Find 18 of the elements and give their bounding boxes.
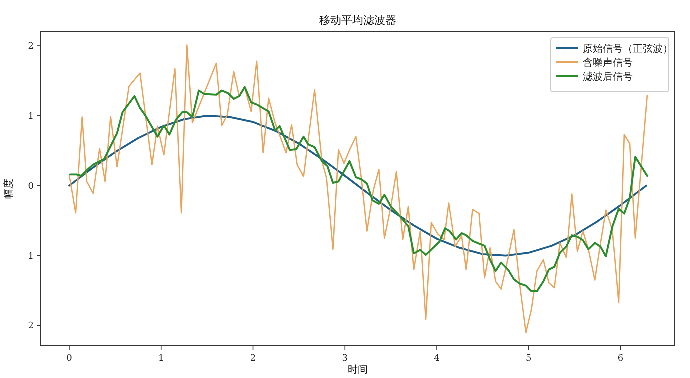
legend-label: 滤波后信号: [583, 71, 633, 83]
y-tick-label: 2: [28, 322, 34, 332]
y-tick-label: 1: [28, 112, 34, 122]
y-axis-title: 幅度: [3, 179, 15, 199]
x-tick-label: 0: [66, 354, 73, 364]
x-tick-label: 1: [158, 354, 164, 364]
legend-label: 原始信号（正弦波）: [583, 43, 673, 55]
x-tick-label: 4: [434, 354, 440, 364]
y-tick-label: 0: [28, 182, 34, 192]
x-tick-label: 6: [618, 354, 624, 364]
chart-title: 移动平均滤波器: [320, 14, 396, 27]
legend-label: 含噪声信号: [583, 57, 633, 69]
x-tick-label: 2: [250, 354, 256, 364]
y-tick-label: 1: [28, 252, 34, 262]
x-tick-label: 5: [526, 354, 532, 364]
x-axis-title: 时间: [348, 364, 368, 376]
y-tick-label: 2: [28, 42, 34, 52]
x-tick-label: 3: [342, 354, 348, 364]
